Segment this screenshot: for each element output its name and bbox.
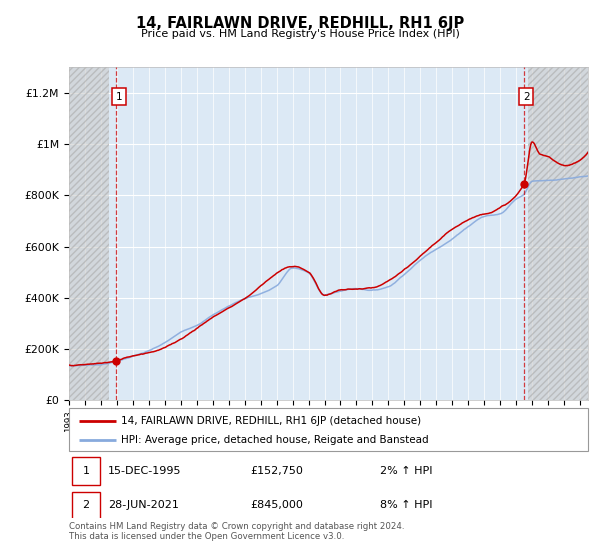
Text: HPI: Average price, detached house, Reigate and Banstead: HPI: Average price, detached house, Reig… [121, 435, 428, 445]
Text: 2: 2 [82, 500, 89, 510]
Text: 14, FAIRLAWN DRIVE, REDHILL, RH1 6JP (detached house): 14, FAIRLAWN DRIVE, REDHILL, RH1 6JP (de… [121, 416, 421, 426]
Text: 1: 1 [82, 466, 89, 476]
Text: £152,750: £152,750 [251, 466, 304, 476]
Text: Price paid vs. HM Land Registry's House Price Index (HPI): Price paid vs. HM Land Registry's House … [140, 29, 460, 39]
Text: 15-DEC-1995: 15-DEC-1995 [108, 466, 181, 476]
Bar [71, 492, 100, 519]
Text: 1: 1 [115, 92, 122, 102]
Text: Contains HM Land Registry data © Crown copyright and database right 2024.
This d: Contains HM Land Registry data © Crown c… [69, 522, 404, 542]
Text: 28-JUN-2021: 28-JUN-2021 [108, 500, 179, 510]
Text: 14, FAIRLAWN DRIVE, REDHILL, RH1 6JP: 14, FAIRLAWN DRIVE, REDHILL, RH1 6JP [136, 16, 464, 31]
Bar [69, 67, 109, 400]
Text: £845,000: £845,000 [251, 500, 304, 510]
Bar [71, 458, 100, 484]
Text: 8% ↑ HPI: 8% ↑ HPI [380, 500, 433, 510]
Bar [528, 67, 588, 400]
Text: 2: 2 [523, 92, 530, 102]
Text: 2% ↑ HPI: 2% ↑ HPI [380, 466, 433, 476]
